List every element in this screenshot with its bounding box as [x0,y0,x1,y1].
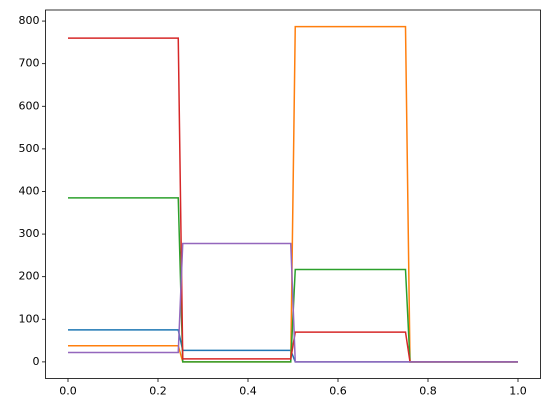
y-tick-label: 300 [19,227,40,240]
line-series [68,242,518,363]
y-tick-label: 100 [19,312,40,325]
line-series [68,37,518,363]
y-tick-label: 700 [19,57,40,70]
y-tick-label: 0 [33,355,40,368]
plot-frame [45,9,541,379]
y-tick-label: 400 [19,184,40,197]
y-tick-label: 500 [19,142,40,155]
y-tick-label: 600 [19,99,40,112]
x-tick-label: 0.4 [239,385,257,398]
y-tick-label: 800 [19,14,40,27]
x-tick-label: 0.8 [419,385,437,398]
x-tick-label: 0.0 [59,385,77,398]
y-tick-label: 200 [19,270,40,283]
x-tick-label: 0.6 [329,385,347,398]
x-tick-label: 0.2 [149,385,167,398]
x-tick-label: 1.0 [509,385,527,398]
